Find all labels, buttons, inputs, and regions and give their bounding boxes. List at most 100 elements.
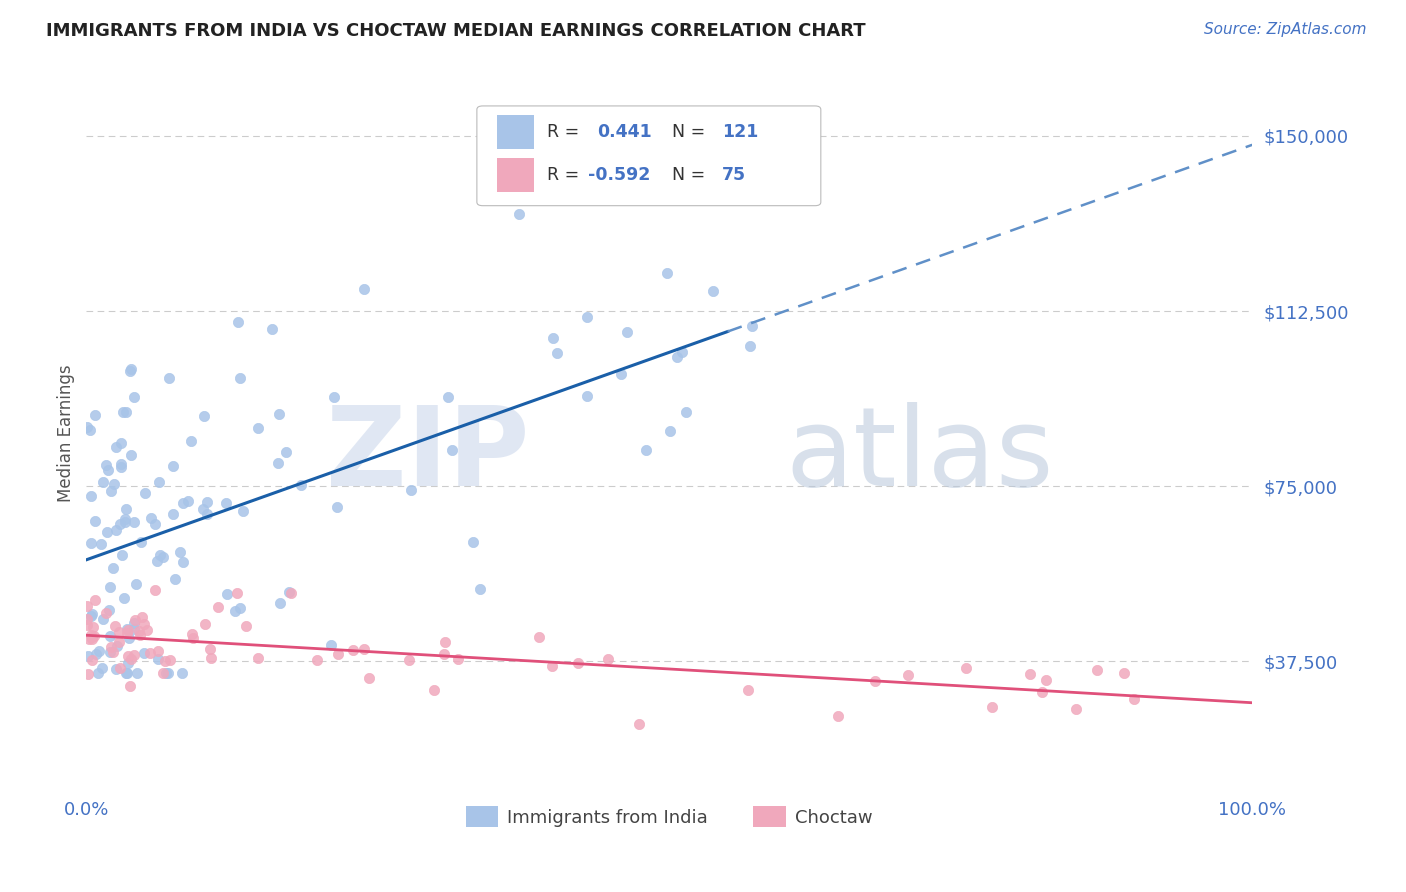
Point xyxy=(897,668,920,682)
Point xyxy=(96,524,118,539)
Point xyxy=(120,652,142,666)
Point xyxy=(636,442,658,457)
Point xyxy=(98,580,121,594)
Point xyxy=(114,512,136,526)
Point xyxy=(658,425,681,439)
Point xyxy=(83,593,105,607)
Point xyxy=(105,440,128,454)
Point xyxy=(125,577,148,591)
Point xyxy=(165,573,187,587)
Point xyxy=(447,651,470,665)
Point xyxy=(104,619,127,633)
Point xyxy=(122,648,145,663)
Point xyxy=(110,457,132,471)
Point xyxy=(100,640,122,654)
Point xyxy=(143,582,166,597)
Text: Source: ZipAtlas.com: Source: ZipAtlas.com xyxy=(1204,22,1367,37)
Point xyxy=(226,315,249,329)
Point xyxy=(628,717,651,731)
Point xyxy=(277,585,299,599)
Point xyxy=(195,494,218,508)
Point xyxy=(118,364,141,378)
Point xyxy=(156,666,179,681)
Point xyxy=(955,661,977,675)
Point xyxy=(437,390,460,404)
Point xyxy=(152,550,174,565)
Point xyxy=(1085,663,1108,677)
Point xyxy=(671,344,693,359)
Point xyxy=(104,524,127,538)
Point xyxy=(280,586,302,600)
Point xyxy=(198,642,221,657)
Point xyxy=(143,517,166,532)
Point xyxy=(181,631,204,645)
Point xyxy=(100,483,122,498)
Point xyxy=(82,653,104,667)
Point xyxy=(84,408,107,422)
Point xyxy=(122,391,145,405)
Point xyxy=(115,666,138,681)
Point xyxy=(180,434,202,449)
Point xyxy=(575,389,598,403)
Point xyxy=(80,628,103,642)
Point xyxy=(129,535,152,549)
Point xyxy=(103,561,125,575)
Point xyxy=(79,608,101,623)
Point xyxy=(328,647,350,661)
Point xyxy=(93,475,115,489)
Point xyxy=(98,603,121,617)
Text: -0.592: -0.592 xyxy=(588,166,650,184)
Point xyxy=(353,642,375,657)
Point xyxy=(112,591,135,606)
Text: IMMIGRANTS FROM INDIA VS CHOCTAW MEDIAN EARNINGS CORRELATION CHART: IMMIGRANTS FROM INDIA VS CHOCTAW MEDIAN … xyxy=(46,22,866,40)
Point xyxy=(94,606,117,620)
Point xyxy=(80,535,103,549)
Point xyxy=(172,496,194,510)
Point xyxy=(112,405,135,419)
Point xyxy=(91,612,114,626)
Point xyxy=(305,653,328,667)
Point xyxy=(657,266,679,280)
Text: 0.441: 0.441 xyxy=(598,123,652,141)
Point xyxy=(1035,673,1057,687)
Text: N =: N = xyxy=(672,166,710,184)
Point xyxy=(665,351,688,365)
Point xyxy=(114,515,136,529)
Point xyxy=(177,494,200,508)
Point xyxy=(149,549,172,563)
Point xyxy=(82,607,104,621)
Point xyxy=(865,674,887,689)
Point xyxy=(100,645,122,659)
Point xyxy=(110,435,132,450)
Point xyxy=(827,709,849,723)
Point xyxy=(399,483,422,497)
Point xyxy=(423,682,446,697)
Y-axis label: Median Earnings: Median Earnings xyxy=(58,365,75,502)
Point xyxy=(170,666,193,681)
Point xyxy=(77,667,100,681)
Point xyxy=(138,646,160,660)
Point xyxy=(246,421,269,435)
Point xyxy=(737,682,759,697)
Text: R =: R = xyxy=(547,123,585,141)
Point xyxy=(541,331,564,345)
Point xyxy=(98,629,121,643)
Point xyxy=(235,619,257,633)
Point xyxy=(1019,666,1042,681)
Point xyxy=(96,458,118,472)
Point xyxy=(120,361,142,376)
Point xyxy=(108,661,131,675)
Point xyxy=(115,666,138,681)
Point xyxy=(122,616,145,631)
Point xyxy=(1064,702,1087,716)
Text: 121: 121 xyxy=(721,123,758,141)
Point xyxy=(741,319,763,334)
Point xyxy=(162,507,184,521)
Point xyxy=(108,625,131,640)
Text: 75: 75 xyxy=(721,166,745,184)
Point xyxy=(87,644,110,658)
Point xyxy=(122,622,145,636)
Point xyxy=(76,419,98,434)
Point xyxy=(1123,692,1146,706)
Point xyxy=(124,613,146,627)
